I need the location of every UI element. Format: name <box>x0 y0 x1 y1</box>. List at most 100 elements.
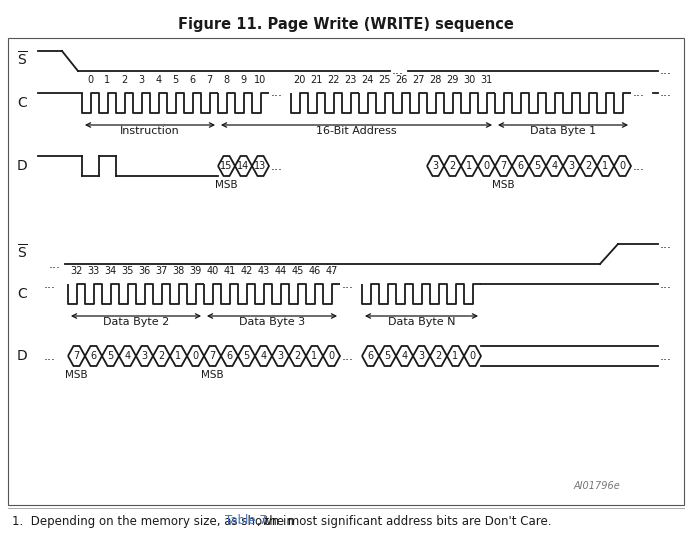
Text: ...: ... <box>660 237 672 250</box>
Text: 23: 23 <box>345 75 356 85</box>
Text: 1: 1 <box>104 75 111 85</box>
Text: 39: 39 <box>190 266 201 276</box>
Text: 4: 4 <box>156 75 161 85</box>
Text: 6: 6 <box>91 351 97 361</box>
Text: 1: 1 <box>466 161 473 171</box>
Text: 14: 14 <box>237 161 250 171</box>
Text: 9: 9 <box>240 75 246 85</box>
Text: ...: ... <box>49 258 61 270</box>
Text: ...: ... <box>342 349 354 362</box>
Text: 3: 3 <box>141 351 147 361</box>
Text: 1: 1 <box>453 351 459 361</box>
Text: MSB: MSB <box>65 370 88 380</box>
Text: ...: ... <box>44 278 56 291</box>
Text: 8: 8 <box>224 75 230 85</box>
Text: ...: ... <box>271 87 283 100</box>
Text: 7: 7 <box>500 161 507 171</box>
Text: 0: 0 <box>87 75 93 85</box>
Text: MSB: MSB <box>215 180 238 190</box>
Text: 7: 7 <box>210 351 216 361</box>
Text: ...: ... <box>392 64 404 77</box>
Text: Figure 11. Page Write (WRITE) sequence: Figure 11. Page Write (WRITE) sequence <box>178 16 514 31</box>
Text: 5: 5 <box>244 351 250 361</box>
Text: MSB: MSB <box>201 370 224 380</box>
Text: 25: 25 <box>379 75 391 85</box>
Text: C: C <box>17 287 27 301</box>
Text: 4: 4 <box>260 351 266 361</box>
Text: 3: 3 <box>419 351 425 361</box>
Text: 6: 6 <box>518 161 524 171</box>
Text: 6: 6 <box>367 351 374 361</box>
Text: 1: 1 <box>603 161 608 171</box>
Text: 41: 41 <box>224 266 235 276</box>
Text: 46: 46 <box>309 266 320 276</box>
Text: 44: 44 <box>274 266 286 276</box>
Text: 26: 26 <box>395 75 408 85</box>
Text: 27: 27 <box>412 75 425 85</box>
Text: 0: 0 <box>469 351 475 361</box>
Text: 34: 34 <box>104 266 117 276</box>
Text: 30: 30 <box>464 75 475 85</box>
Text: 1.  Depending on the memory size, as shown in: 1. Depending on the memory size, as show… <box>12 514 298 527</box>
Text: 1: 1 <box>311 351 318 361</box>
Text: ...: ... <box>633 160 645 173</box>
Text: Table 7: Table 7 <box>224 514 266 527</box>
Text: AI01796e: AI01796e <box>573 481 620 491</box>
Text: 5: 5 <box>172 75 179 85</box>
Text: Data Byte 3: Data Byte 3 <box>239 317 305 327</box>
Text: 2: 2 <box>121 75 127 85</box>
Text: ...: ... <box>660 87 672 100</box>
Text: 2: 2 <box>585 161 592 171</box>
Text: 0: 0 <box>484 161 489 171</box>
Text: Instruction: Instruction <box>120 126 180 136</box>
Text: ...: ... <box>44 349 56 362</box>
Text: 2: 2 <box>449 161 455 171</box>
Text: 33: 33 <box>87 266 100 276</box>
Text: 31: 31 <box>480 75 493 85</box>
Text: D: D <box>17 349 28 363</box>
Text: 4: 4 <box>125 351 131 361</box>
Text: 4: 4 <box>552 161 558 171</box>
Text: ...: ... <box>660 278 672 291</box>
Text: Data Byte 2: Data Byte 2 <box>103 317 169 327</box>
Text: 43: 43 <box>257 266 270 276</box>
Text: 38: 38 <box>172 266 185 276</box>
Text: 5: 5 <box>384 351 390 361</box>
Text: 7: 7 <box>206 75 212 85</box>
Text: 42: 42 <box>240 266 253 276</box>
Text: 6: 6 <box>190 75 196 85</box>
Text: 3: 3 <box>568 161 574 171</box>
Text: 0: 0 <box>192 351 199 361</box>
Text: 37: 37 <box>155 266 167 276</box>
Bar <box>8 38 684 505</box>
Text: 36: 36 <box>138 266 151 276</box>
Text: 28: 28 <box>429 75 441 85</box>
Text: 47: 47 <box>325 266 338 276</box>
Text: 15: 15 <box>220 161 233 171</box>
Text: 40: 40 <box>206 266 219 276</box>
Text: ...: ... <box>660 349 672 362</box>
Text: 45: 45 <box>291 266 304 276</box>
Text: 3: 3 <box>277 351 284 361</box>
Text: 29: 29 <box>446 75 459 85</box>
Text: 3: 3 <box>432 161 439 171</box>
Text: 6: 6 <box>226 351 233 361</box>
Text: ...: ... <box>271 160 283 173</box>
Text: 2: 2 <box>294 351 300 361</box>
Text: 13: 13 <box>255 161 266 171</box>
Text: 2: 2 <box>435 351 441 361</box>
Text: Data Byte N: Data Byte N <box>388 317 455 327</box>
Text: 21: 21 <box>310 75 322 85</box>
Text: , the most significant address bits are Don't Care.: , the most significant address bits are … <box>257 514 552 527</box>
Text: 5: 5 <box>534 161 540 171</box>
Text: 0: 0 <box>329 351 334 361</box>
Text: 0: 0 <box>619 161 626 171</box>
Text: 3: 3 <box>138 75 145 85</box>
Text: 10: 10 <box>255 75 266 85</box>
Text: Data Byte 1: Data Byte 1 <box>530 126 596 136</box>
Text: ...: ... <box>633 87 645 100</box>
Text: $\overline{\mathrm{S}}$: $\overline{\mathrm{S}}$ <box>17 243 28 261</box>
Text: 22: 22 <box>327 75 340 85</box>
Text: 2: 2 <box>158 351 165 361</box>
Text: 20: 20 <box>293 75 306 85</box>
